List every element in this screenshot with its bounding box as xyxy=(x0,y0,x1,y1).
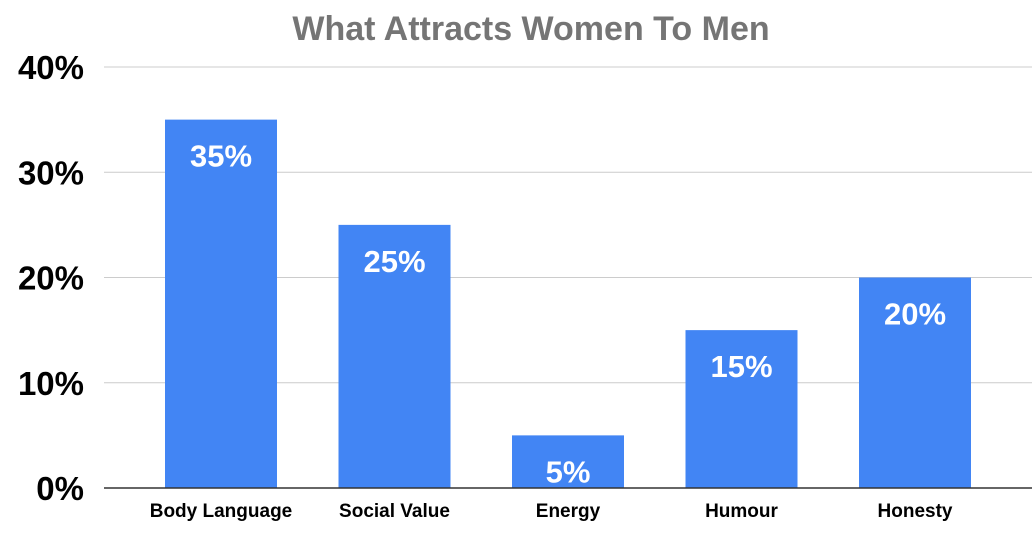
bar-data-label: 20% xyxy=(884,297,946,332)
bar xyxy=(859,277,971,488)
bars: 35% 25% 5% 15% 20% xyxy=(165,119,971,489)
chart-title: What Attracts Women To Men xyxy=(292,10,769,48)
y-tick-label: 0% xyxy=(36,470,84,507)
x-tick-label: Energy xyxy=(536,501,601,522)
x-tick-label: Social Value xyxy=(339,501,450,522)
bar xyxy=(338,224,451,488)
bar-data-label: 25% xyxy=(363,244,425,279)
x-axis-ticks: Body Language Social Value Energy Humour Hon… xyxy=(150,501,953,522)
y-tick-label: 30% xyxy=(18,154,84,191)
x-tick-label: Humour xyxy=(705,501,778,522)
y-axis-ticks: 0% 10% 20% 30% 40% xyxy=(18,49,84,507)
x-tick-label: Body Language xyxy=(150,501,293,522)
bar xyxy=(512,435,624,488)
bar-data-label: 15% xyxy=(710,349,772,384)
y-tick-label: 40% xyxy=(18,49,84,86)
bar-data-label: 35% xyxy=(190,139,252,174)
bar xyxy=(685,330,798,488)
bar-data-label: 5% xyxy=(546,454,591,489)
bar xyxy=(165,119,277,488)
y-tick-label: 20% xyxy=(18,260,84,297)
y-tick-label: 10% xyxy=(18,365,84,402)
x-tick-label: Honesty xyxy=(878,501,953,522)
